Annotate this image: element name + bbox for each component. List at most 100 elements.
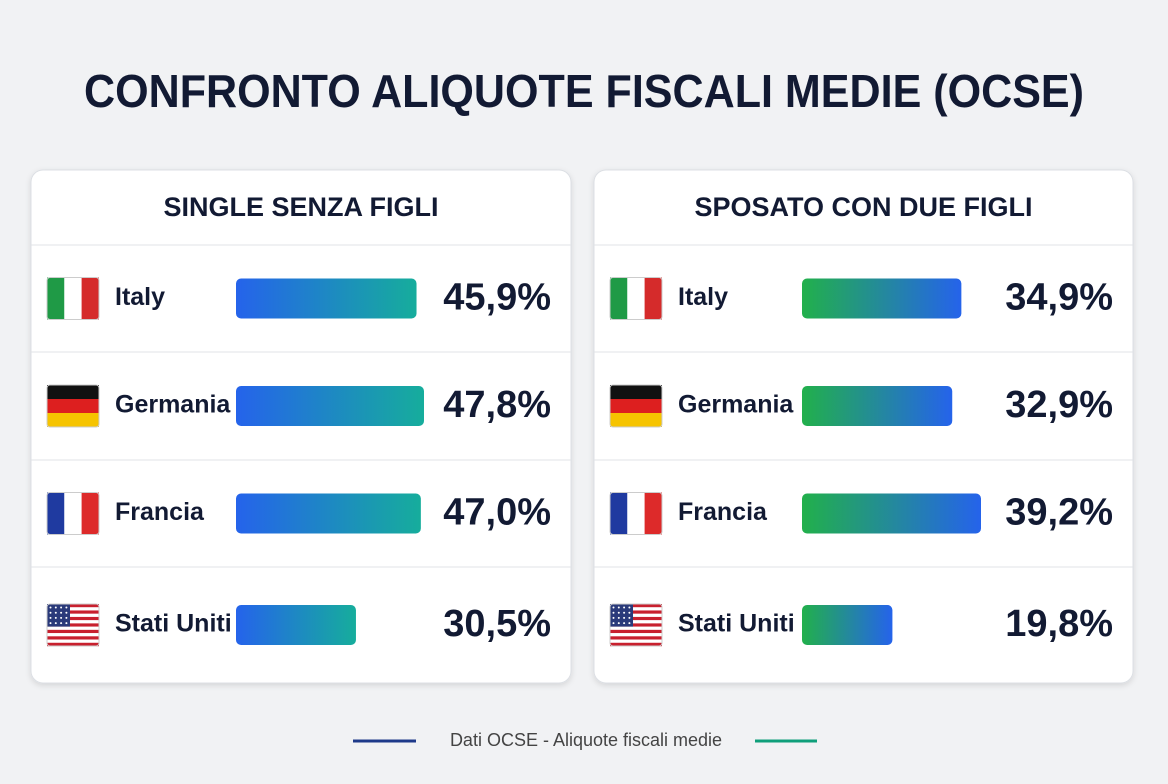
bar — [236, 605, 356, 645]
flag-stripe — [610, 626, 662, 631]
category-label: Germania — [115, 391, 231, 419]
category-label: Francia — [115, 498, 205, 526]
flag-stripe — [610, 385, 662, 399]
flag-star — [54, 611, 57, 614]
flag-star — [49, 611, 52, 614]
flag-stripe — [81, 277, 99, 320]
bar — [802, 605, 893, 645]
flag-canton — [610, 604, 633, 627]
flag-stripe — [64, 492, 82, 535]
flag-star — [49, 616, 52, 619]
flag-star — [54, 606, 57, 609]
flag-stripe — [610, 639, 662, 643]
flag — [47, 277, 99, 320]
flag-star — [612, 606, 615, 609]
flag-star — [628, 622, 631, 625]
flag-stripe — [610, 616, 662, 621]
flag-star — [623, 611, 626, 614]
flag-star — [612, 611, 615, 614]
panel-title: SPOSATO CON DUE FIGLI — [694, 192, 1032, 222]
flag — [610, 604, 662, 647]
flag-stripe — [47, 616, 99, 621]
flag-stripe — [644, 277, 662, 320]
flag-star — [60, 606, 63, 609]
flag-stripe — [47, 607, 99, 611]
flag-stripe — [644, 492, 662, 535]
bar — [802, 493, 981, 534]
flag-stripe — [47, 629, 99, 634]
flag-stripe — [47, 636, 99, 640]
flag-stripe — [610, 633, 662, 637]
flag-star — [617, 606, 620, 609]
flag-stripe — [47, 385, 99, 399]
flag-stripe — [81, 492, 99, 535]
flag-stripe — [610, 399, 662, 413]
flag-stripe — [610, 629, 662, 634]
value-label: 34,9% — [1005, 277, 1113, 319]
flag-stripe — [47, 613, 99, 618]
flag-border — [609, 603, 663, 647]
bar — [236, 278, 417, 319]
flag — [610, 385, 662, 427]
flag-star — [60, 616, 63, 619]
flag-canton — [47, 604, 70, 627]
flag-border — [609, 384, 663, 428]
flag-border — [46, 384, 100, 428]
flag-star — [628, 616, 631, 619]
flag-stripe — [64, 277, 82, 320]
flag-star — [612, 616, 615, 619]
footer: Dati OCSE - Aliquote fiscali medie — [450, 730, 722, 750]
flag-stripe — [47, 642, 99, 647]
flag-border — [46, 277, 100, 320]
flag-stripe — [47, 620, 99, 624]
value-label: 47,0% — [443, 492, 551, 534]
flag-stripe — [47, 399, 99, 413]
flag-stripe — [47, 639, 99, 643]
flag-stripe — [610, 277, 628, 320]
value-label: 19,8% — [1005, 603, 1113, 645]
flag — [610, 277, 662, 320]
flag-stripe — [47, 413, 99, 427]
bar — [802, 278, 962, 319]
flag-star — [65, 616, 68, 619]
flag-star — [65, 611, 68, 614]
flag-star — [65, 606, 68, 609]
flag-stripe — [47, 610, 99, 614]
flag-star — [49, 622, 52, 625]
flag-star — [60, 622, 63, 625]
flag-star — [617, 622, 620, 625]
flag-stripe — [610, 607, 662, 611]
flag-stripe — [610, 604, 662, 608]
flag-star — [49, 606, 52, 609]
category-label: Stati Uniti — [115, 610, 232, 638]
flag-stripe — [610, 623, 662, 627]
flag-star — [54, 616, 57, 619]
flag — [610, 492, 662, 535]
flag-border — [46, 603, 100, 647]
flag-stripe — [610, 642, 662, 647]
flag-stripe — [610, 636, 662, 640]
flag-stripe — [610, 492, 628, 535]
flag-stripe — [47, 626, 99, 631]
flag-star — [623, 606, 626, 609]
flag-star — [60, 611, 63, 614]
flag-star — [65, 622, 68, 625]
panel — [30, 169, 572, 684]
panel — [593, 169, 1134, 684]
flag-star — [54, 622, 57, 625]
flag-stripe — [610, 613, 662, 618]
flag-star — [628, 606, 631, 609]
bar — [236, 493, 421, 534]
flag-border — [609, 277, 663, 320]
flag-stripe — [47, 623, 99, 627]
value-label: 32,9% — [1005, 384, 1113, 426]
flag-stripe — [47, 633, 99, 637]
flag-star — [617, 611, 620, 614]
flag-stripe — [627, 492, 645, 535]
flag-stripe — [47, 277, 65, 320]
category-label: Francia — [678, 498, 768, 526]
panel-title: SINGLE SENZA FIGLI — [163, 192, 438, 222]
page-title: CONFRONTO ALIQUOTE FISCALI MEDIE (OCSE) — [84, 65, 1084, 117]
